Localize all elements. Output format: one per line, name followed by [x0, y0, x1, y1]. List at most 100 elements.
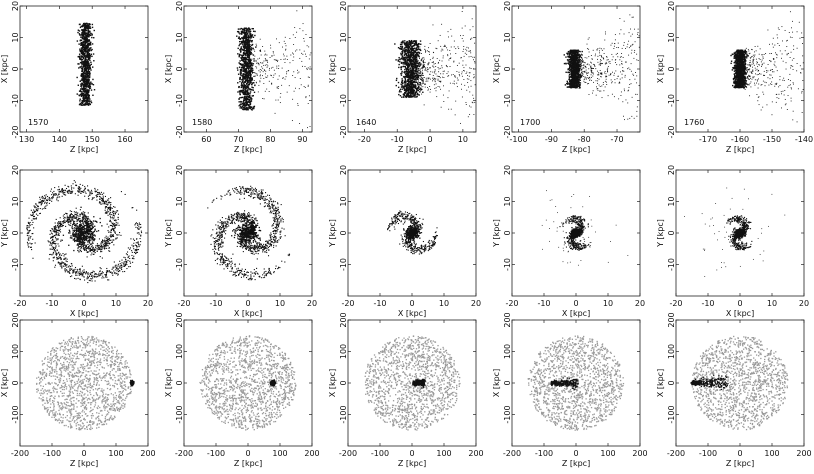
y-tick-label: 100	[667, 344, 676, 359]
y-tick-label: 10	[175, 196, 184, 206]
y-tick-label: -10	[503, 94, 512, 107]
x-tick-label: -90	[545, 135, 558, 144]
x-tick-label: -10	[373, 299, 386, 308]
plot-frame	[348, 320, 476, 446]
y-tick-label: 200	[175, 312, 184, 327]
x-axis-label: Z [kpc]	[726, 145, 754, 154]
y-tick-label: -20	[11, 125, 20, 138]
x-tick-label: 0	[245, 449, 250, 458]
x-tick-label: -200	[11, 449, 29, 458]
y-axis-label: X [kpc]	[164, 55, 173, 83]
x-tick-label: 100	[600, 449, 615, 458]
x-tick-label: 0	[81, 299, 86, 308]
x-tick-label: 0	[428, 135, 433, 144]
x-tick-label: -100	[43, 449, 61, 458]
x-axis-label: X [kpc]	[726, 309, 754, 318]
x-tick-label: 0	[409, 299, 414, 308]
particle-cloud	[36, 336, 135, 431]
time-label: 1580	[192, 118, 212, 127]
x-tick-label: 80	[265, 135, 275, 144]
x-tick-label: -200	[339, 449, 357, 458]
y-tick-label: 10	[175, 32, 184, 42]
x-tick-label: 200	[796, 449, 811, 458]
y-tick-label: -10	[339, 94, 348, 107]
x-tick-label: 0	[573, 299, 578, 308]
y-tick-label: 0	[339, 230, 348, 235]
x-tick-label: -200	[503, 449, 521, 458]
x-tick-label: -200	[175, 449, 193, 458]
y-tick-label: 0	[11, 230, 20, 235]
y-axis-label: X [kpc]	[328, 369, 337, 397]
y-tick-label: 20	[339, 1, 348, 11]
x-tick-label: -20	[341, 299, 354, 308]
y-tick-label: 20	[503, 1, 512, 11]
y-tick-label: -10	[667, 258, 676, 271]
x-axis-label: Z [kpc]	[562, 145, 590, 154]
particle-cloud	[394, 11, 475, 124]
x-tick-label: 10	[603, 299, 613, 308]
x-tick-label: -100	[509, 135, 527, 144]
x-tick-label: -80	[578, 135, 591, 144]
x-tick-label: -20	[13, 299, 26, 308]
x-tick-label: 0	[737, 299, 742, 308]
x-tick-label: 140	[52, 135, 67, 144]
x-tick-label: -140	[795, 135, 813, 144]
particle-cloud	[207, 186, 290, 281]
y-axis-label: X [kpc]	[0, 55, 9, 83]
particle-cloud	[387, 210, 438, 254]
y-axis-label: Y [kpc]	[164, 219, 173, 248]
x-axis-label: Z [kpc]	[562, 459, 590, 468]
x-tick-label: -10	[45, 299, 58, 308]
x-axis-label: Z [kpc]	[726, 459, 754, 468]
y-tick-label: -20	[667, 125, 676, 138]
particle-cloud	[684, 188, 785, 277]
y-axis-label: X [kpc]	[164, 369, 173, 397]
y-tick-label: 0	[11, 66, 20, 71]
y-tick-label: 0	[667, 380, 676, 385]
particle-cloud	[26, 180, 142, 283]
x-tick-label: 200	[140, 449, 155, 458]
y-axis-label: Y [kpc]	[0, 219, 9, 248]
particle-cloud	[542, 190, 628, 265]
x-axis-label: Z [kpc]	[234, 459, 262, 468]
y-tick-label: -100	[503, 405, 512, 423]
particle-cloud	[564, 14, 640, 120]
x-tick-label: 0	[245, 299, 250, 308]
x-tick-label: 70	[233, 135, 243, 144]
x-tick-label: -150	[763, 135, 781, 144]
y-tick-label: 200	[667, 312, 676, 327]
x-tick-label: 160	[117, 135, 132, 144]
x-tick-label: 200	[304, 449, 319, 458]
x-tick-label: -100	[207, 449, 225, 458]
time-label: 1700	[520, 118, 540, 127]
y-tick-label: -10	[11, 258, 20, 271]
x-tick-label: -200	[667, 449, 685, 458]
y-tick-label: -100	[667, 405, 676, 423]
y-tick-label: 20	[175, 1, 184, 11]
x-tick-label: 200	[632, 449, 647, 458]
x-tick-label: -10	[537, 299, 550, 308]
y-tick-label: 10	[503, 32, 512, 42]
x-tick-label: -10	[701, 299, 714, 308]
y-tick-label: -20	[503, 125, 512, 138]
x-tick-label: -100	[535, 449, 553, 458]
y-tick-label: 0	[11, 380, 20, 385]
x-tick-label: 0	[573, 449, 578, 458]
y-tick-label: 10	[339, 32, 348, 42]
x-tick-label: -10	[209, 299, 222, 308]
x-tick-label: 200	[468, 449, 483, 458]
y-tick-label: 100	[339, 344, 348, 359]
y-tick-label: 10	[11, 32, 20, 42]
x-tick-label: 10	[767, 299, 777, 308]
x-tick-label: 150	[85, 135, 100, 144]
y-tick-label: 10	[339, 196, 348, 206]
